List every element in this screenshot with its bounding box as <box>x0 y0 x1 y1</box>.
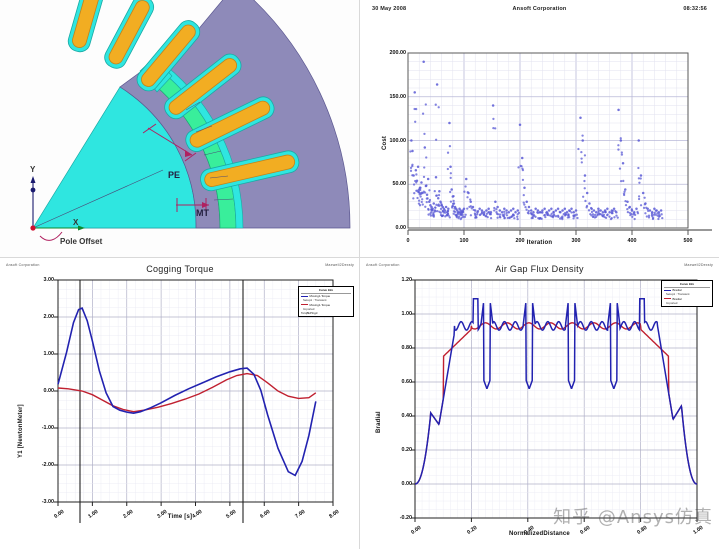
panel-divider-vertical <box>359 0 360 549</box>
ansoft-header: 30 May 2008 Ansoft Corporation 08:32:56 <box>360 6 719 12</box>
airgap-ylabel: Bradial <box>376 411 382 433</box>
axis-y-label: Y <box>30 165 36 174</box>
tick-label: 0.00 <box>382 481 412 487</box>
pe-dimension-label: PE <box>168 170 180 180</box>
scatter-x-ticks <box>408 230 688 235</box>
tick-label: 100.00 <box>370 138 406 144</box>
airgap-legend: Curve Info Bradial Setup1 : Transient Brad… <box>661 280 713 307</box>
stator-slot <box>101 0 157 72</box>
tick-label: 0.00 <box>24 388 54 394</box>
scatter-xlabel: Iteration <box>360 240 719 246</box>
legend-entry: TorqBkPlngd <box>301 311 351 315</box>
airgap-xlabel: NormalizedDistance <box>360 531 719 537</box>
tick-label: -3.00 <box>24 499 54 505</box>
cogging-gridlines <box>58 280 333 502</box>
tick-label: 0.80 <box>382 345 412 351</box>
tick-label: 0.00 <box>370 225 406 231</box>
legend-entry-sub: Imported <box>664 301 710 305</box>
tick-label: 1.20 <box>382 277 412 283</box>
cogging-torque-panel: Ansoft Corporation Maxwell2Dexsty Coggin… <box>0 258 360 549</box>
motor-geometry-panel: Y X PE MT Pole Offset <box>0 0 360 258</box>
airgap-flux-panel: Ansoft Corporation Maxwell2Dexsty Air Ga… <box>360 258 719 549</box>
cogging-tickmarks <box>54 280 333 506</box>
optimization-cost-panel: 30 May 2008 Ansoft Corporation 08:32:56 … <box>360 0 719 258</box>
tick-label: 150.00 <box>370 94 406 100</box>
axis-x-label: X <box>73 218 79 227</box>
tick-label: 1.00 <box>382 311 412 317</box>
cogging-ylabel: Y1 [NewtonMeter] <box>18 404 24 458</box>
tick-label: 50.00 <box>370 181 406 187</box>
legend-color-swatch <box>301 296 308 297</box>
tick-label: 3.00 <box>24 277 54 283</box>
tick-label: 2.00 <box>24 314 54 320</box>
stator-slot <box>66 0 106 54</box>
cogging-legend: Curve Info Moving1.Torque Setup1 : Transi… <box>298 286 354 317</box>
tick-label: -2.00 <box>24 462 54 468</box>
tick-label: -1.00 <box>24 425 54 431</box>
cogging-xlabel: Time [s] <box>0 514 360 520</box>
legend-entry-label: TorqBkPlngd <box>301 311 317 315</box>
cost-scatter-svg <box>360 18 719 258</box>
legend-color-swatch <box>301 304 308 305</box>
tick-label: -0.20 <box>382 515 412 521</box>
tick-label: 1.00 <box>24 351 54 357</box>
header-company: Ansoft Corporation <box>360 6 719 12</box>
mt-dimension-label: MT <box>196 208 209 218</box>
cogging-legend-heading: Curve Info <box>301 288 351 292</box>
airgap-gridlines <box>415 280 697 518</box>
motor-cross-section-svg: Y X PE MT Pole Offset <box>0 0 360 258</box>
tick-label: 0.20 <box>382 447 412 453</box>
tick-label: 0.60 <box>382 379 412 385</box>
tick-label: 200.00 <box>370 50 406 56</box>
pole-offset-label: Pole Offset <box>60 237 103 246</box>
airgap-legend-heading: Curve Info <box>664 282 710 286</box>
airgap-tickmarks <box>411 280 697 522</box>
tick-label: 0.40 <box>382 413 412 419</box>
scatter-ylabel: Cost <box>382 136 388 150</box>
legend-color-swatch <box>664 298 671 299</box>
legend-color-swatch <box>664 290 671 291</box>
